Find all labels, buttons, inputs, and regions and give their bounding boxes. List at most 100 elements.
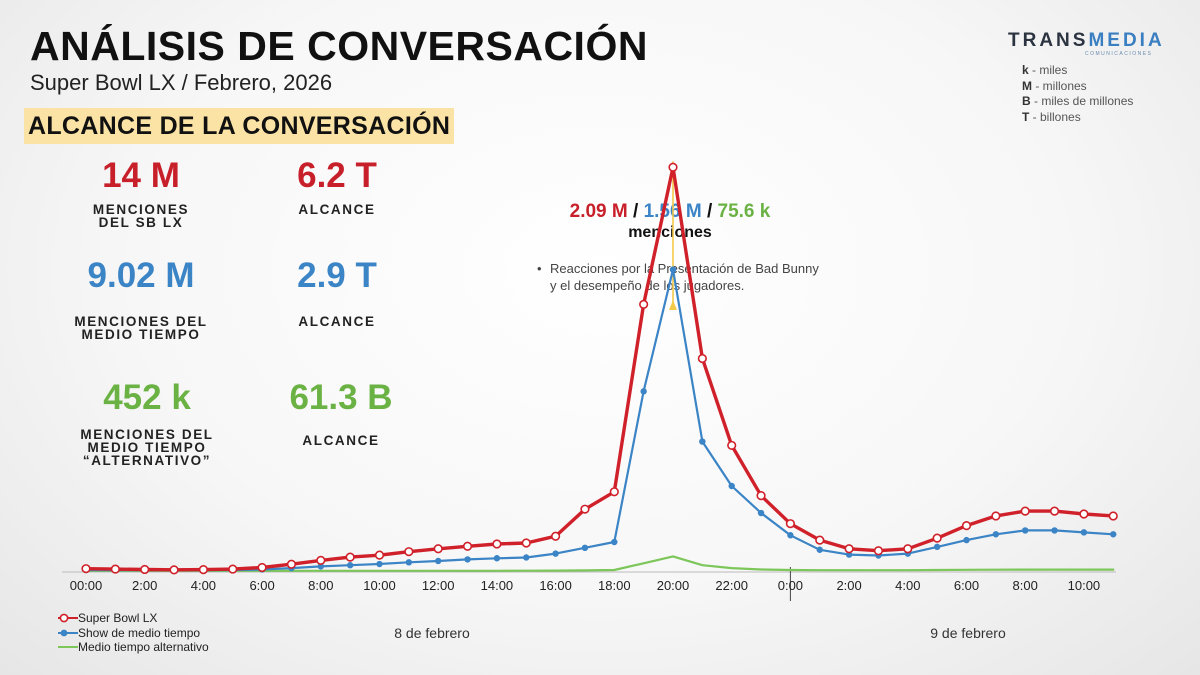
data-point-sb (1020, 506, 1030, 516)
stat-value: 9.02 M (87, 256, 195, 295)
x-tick-label: 18:00 (598, 578, 631, 593)
logo-part-1: TRANS (1008, 30, 1089, 51)
series-line-sb (84, 165, 1115, 572)
peak-arrow-head (669, 300, 677, 310)
data-point-sb (961, 521, 972, 531)
data-point-sb (404, 547, 414, 557)
data-point-sb (697, 353, 707, 364)
data-point-halftime (523, 554, 530, 561)
stat-label: ALCANCE (298, 202, 376, 217)
annotation-bullet: • (537, 261, 542, 276)
stat-value: 14 M (102, 156, 180, 195)
x-tick-label: 10:00 (363, 578, 396, 593)
legend-label: Medio tiempo alternativo (78, 640, 209, 654)
stat-halftime-reach: 2.9 T ALCANCE (252, 256, 422, 328)
data-point-halftime (816, 546, 823, 553)
data-point-sb (169, 565, 179, 575)
day-label: 8 de febrero (394, 625, 470, 641)
x-tick-label: 8:00 (1013, 578, 1038, 593)
data-point-halftime (963, 536, 970, 544)
x-tick-label: 2:00 (836, 578, 861, 593)
data-point-halftime (728, 482, 735, 490)
x-tick-label: 16:00 (539, 578, 572, 593)
peak-separator: / (627, 201, 644, 222)
day-label: 9 de febrero (930, 625, 1006, 641)
data-point-halftime (787, 532, 794, 539)
data-point-sb (1079, 509, 1089, 519)
data-point-sb (873, 546, 884, 556)
data-point-halftime (699, 438, 706, 445)
data-point-halftime (1110, 531, 1117, 538)
series-legend: Super Bowl LX Show de medio tiempo Medio… (58, 611, 209, 655)
data-point-sb (228, 564, 238, 574)
peak-caption: menciones (628, 224, 712, 241)
logo-part-2: MEDIA (1088, 30, 1165, 51)
data-point-halftime (992, 531, 1000, 538)
units-legend-item: T - billones (1022, 109, 1081, 124)
units-legend-item: M - millones (1022, 78, 1087, 93)
series-line-halftime (84, 268, 1115, 572)
x-tick-label: 20:00 (657, 578, 690, 593)
stat-label: ALCANCE (298, 314, 376, 329)
stat-sb-mentions: 14 M MENCIONES DEL SB LX (56, 156, 226, 229)
legend-swatch-sb (58, 613, 78, 623)
x-tick-label: 4:00 (191, 578, 216, 593)
x-tick-label: 10:00 (1068, 578, 1101, 593)
stat-alt-reach: 61.3 B ALCANCE (256, 378, 426, 447)
stat-value: 6.2 T (297, 156, 377, 195)
units-legend-item: B - miles de millones (1022, 94, 1134, 108)
data-point-sb (639, 299, 649, 310)
data-point-sb (462, 541, 473, 551)
x-tick-label: 22:00 (715, 578, 748, 593)
peak-alt-value: 75.6 k (717, 201, 771, 222)
x-tick-label: 2:00 (132, 578, 157, 593)
units-legend: k - miles M - millones B - miles de mill… (1022, 63, 1133, 125)
data-point-halftime (317, 563, 324, 570)
x-tick-label: 4:00 (895, 578, 920, 593)
page-title: ANÁLISIS DE CONVERSACIÓN (30, 23, 648, 69)
brand-logo: TRANSMEDIA (1008, 30, 1165, 52)
data-point-sb (140, 564, 150, 575)
data-point-sb (815, 535, 825, 545)
data-point-halftime (552, 550, 559, 557)
data-point-sb (110, 564, 120, 574)
data-point-sb (609, 487, 619, 497)
stat-halftime-mentions: 9.02 M MENCIONES DEL MEDIO TIEMPO (56, 256, 226, 341)
x-tick-label: 8:00 (308, 578, 333, 593)
data-point-halftime (1080, 529, 1088, 536)
data-point-sb (668, 162, 678, 172)
data-point-sb (492, 539, 502, 549)
stat-value: 61.3 B (289, 378, 393, 417)
legend-item-halftime: Show de medio tiempo (58, 626, 209, 641)
x-tick-label: 00:00 (70, 578, 103, 593)
data-point-sb (433, 544, 443, 554)
stat-label: MENCIONES DEL (80, 427, 214, 442)
x-tick-label: 14:00 (481, 578, 514, 593)
x-tick-label: 6:00 (249, 578, 274, 593)
legend-label: Show de medio tiempo (78, 625, 201, 640)
stat-label: MENCIONES DEL (74, 314, 208, 329)
legend-label: Super Bowl LX (78, 611, 158, 625)
data-point-sb (903, 544, 913, 554)
data-point-sb (1049, 506, 1060, 516)
stat-value: 452 k (103, 378, 191, 417)
data-point-sb (316, 555, 326, 565)
x-tick-label: 0:00 (778, 578, 803, 593)
data-point-sb (1108, 511, 1118, 521)
page-subtitle: Super Bowl LX / Febrero, 2026 (30, 70, 333, 95)
stat-sb-reach: 6.2 T ALCANCE (252, 156, 422, 216)
data-point-sb (785, 519, 796, 529)
data-point-halftime (933, 543, 941, 551)
data-point-sb (345, 552, 355, 562)
x-tick-label: 6:00 (954, 578, 979, 593)
stat-label: ALCANCE (302, 433, 380, 448)
peak-separator: / (701, 201, 718, 222)
data-point-sb (844, 544, 854, 554)
stat-alt-mentions: 452 k MENCIONES DEL MEDIO TIEMPO “ALTERN… (62, 378, 232, 467)
data-point-sb (991, 511, 1001, 521)
legend-swatch-halftime (58, 629, 78, 636)
data-point-halftime (346, 562, 354, 569)
x-tick-label: 12:00 (422, 578, 455, 593)
data-point-halftime (493, 555, 501, 562)
data-point-halftime (376, 560, 383, 568)
